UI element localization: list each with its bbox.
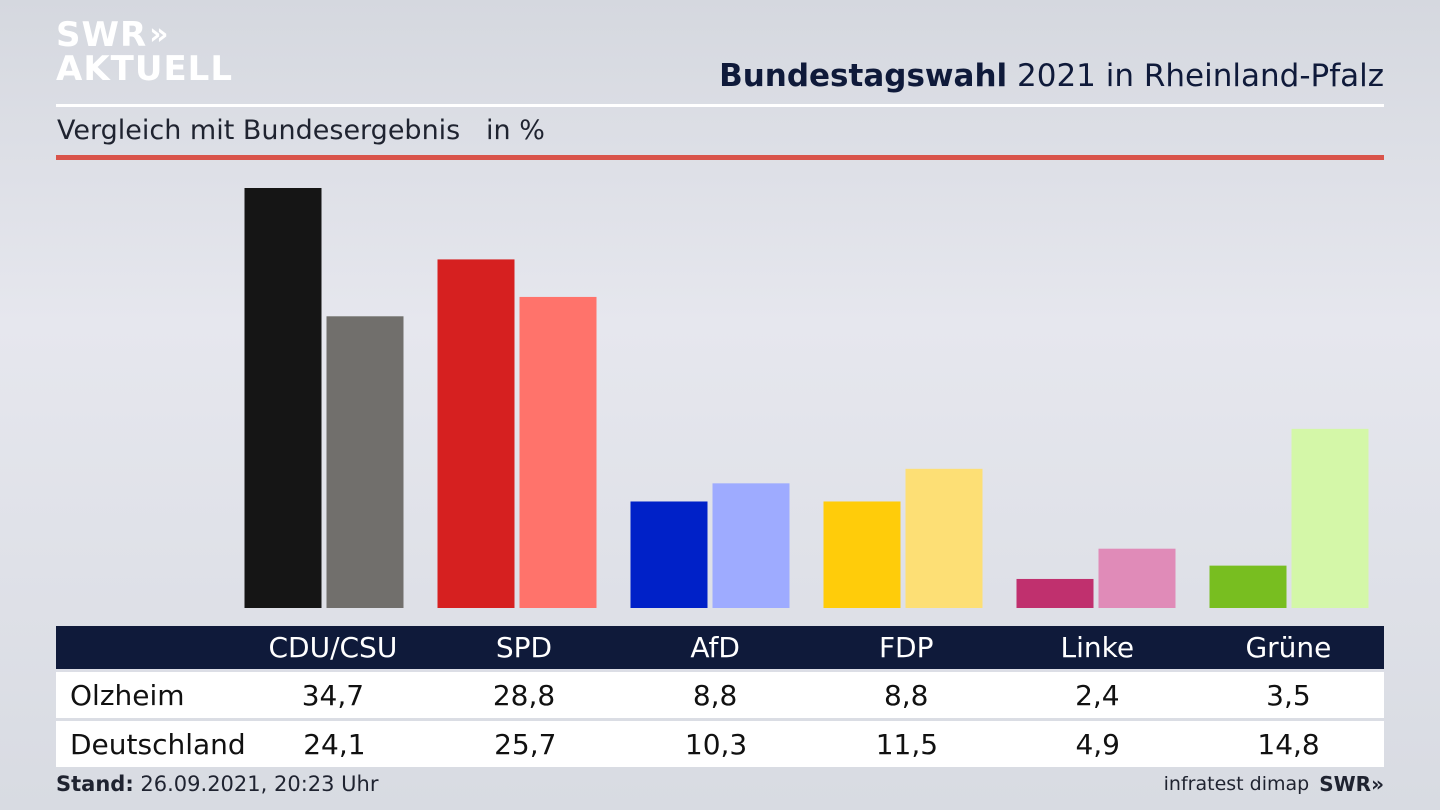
logo-swr-text: SWR (56, 15, 148, 55)
timestamp: Stand: 26.09.2021, 20:23 Uhr (56, 772, 379, 796)
table-row-label: Olzheim (70, 678, 185, 712)
chart-title-bold: Bundestagswahl (719, 58, 1008, 94)
table-cell: 28,8 (492, 678, 556, 712)
table-cell: 24,1 (303, 727, 366, 761)
bar-afd-deutschland (712, 483, 790, 608)
chart-subtitle: Vergleich mit Bundesergebnis in % (57, 115, 545, 146)
bar-grüne-deutschland (1291, 428, 1369, 608)
bar-afd-olzheim (630, 501, 708, 608)
table-cell: 10,3 (684, 727, 748, 761)
table-header-cell: Linke (1060, 631, 1135, 664)
swr-footer-chevrons-icon: » (1371, 772, 1384, 796)
title-divider (56, 104, 1384, 107)
table-row: Olzheim 34,7 28,8 8,8 8,8 2,4 3,5 (56, 672, 1384, 718)
table-header-cell: FDP (878, 631, 934, 664)
bar-cdu-csu-deutschland (326, 316, 404, 608)
table-row: Deutschland 24,1 25,7 10,3 11,5 4,9 14,8 (56, 721, 1384, 767)
table-header-row: CDU/CSU SPD AfD FDP Linke Grüne (56, 626, 1384, 669)
timestamp-label: Stand: (56, 772, 134, 796)
source-credit: infratest dimap SWR» (1164, 772, 1384, 796)
swr-footer-logo: SWR» (1319, 772, 1384, 796)
table-header-cell: SPD (495, 631, 553, 664)
results-table: CDU/CSU SPD AfD FDP Linke Grüne Olzheim … (56, 626, 1384, 767)
bar-grüne-olzheim (1209, 565, 1287, 608)
table-cell: 14,8 (1257, 727, 1320, 761)
source-text: infratest dimap (1163, 773, 1310, 795)
table-cell: 11,5 (875, 727, 939, 761)
table-cell: 34,7 (301, 678, 365, 712)
table-cell: 2,4 (1075, 678, 1120, 712)
table-row-label: Deutschland (70, 727, 246, 761)
logo-aktuell-text: AKTUELL (56, 49, 234, 89)
table-header-cell: CDU/CSU (268, 631, 398, 664)
table-header-cell: Grüne (1245, 631, 1332, 664)
bar-spd-deutschland (519, 296, 597, 608)
bar-fdp-deutschland (905, 468, 983, 608)
swr-footer-text: SWR (1319, 772, 1372, 796)
table-cell: 8,8 (692, 678, 738, 712)
table-cell: 4,9 (1075, 727, 1120, 761)
swr-aktuell-logo: SWR» AKTUELL (56, 15, 234, 89)
chart-title-rest: 2021 in Rheinland-Pfalz (1007, 58, 1384, 94)
table-cell: 25,7 (494, 727, 557, 761)
bar-linke-olzheim (1016, 578, 1094, 608)
bar-spd-olzheim (437, 259, 515, 608)
subtitle-divider (56, 155, 1384, 160)
logo-chevrons-icon: » (149, 17, 168, 52)
timestamp-value: 26.09.2021, 20:23 Uhr (133, 772, 379, 796)
table-cell: 8,8 (883, 678, 929, 712)
chart-title: Bundestagswahl 2021 in Rheinland-Pfalz (719, 58, 1384, 94)
table-header-cell: AfD (690, 631, 740, 664)
bar-linke-deutschland (1098, 548, 1176, 608)
bar-fdp-olzheim (823, 501, 901, 608)
table-cell: 3,5 (1266, 678, 1311, 712)
bar-cdu-csu-olzheim (244, 188, 322, 608)
